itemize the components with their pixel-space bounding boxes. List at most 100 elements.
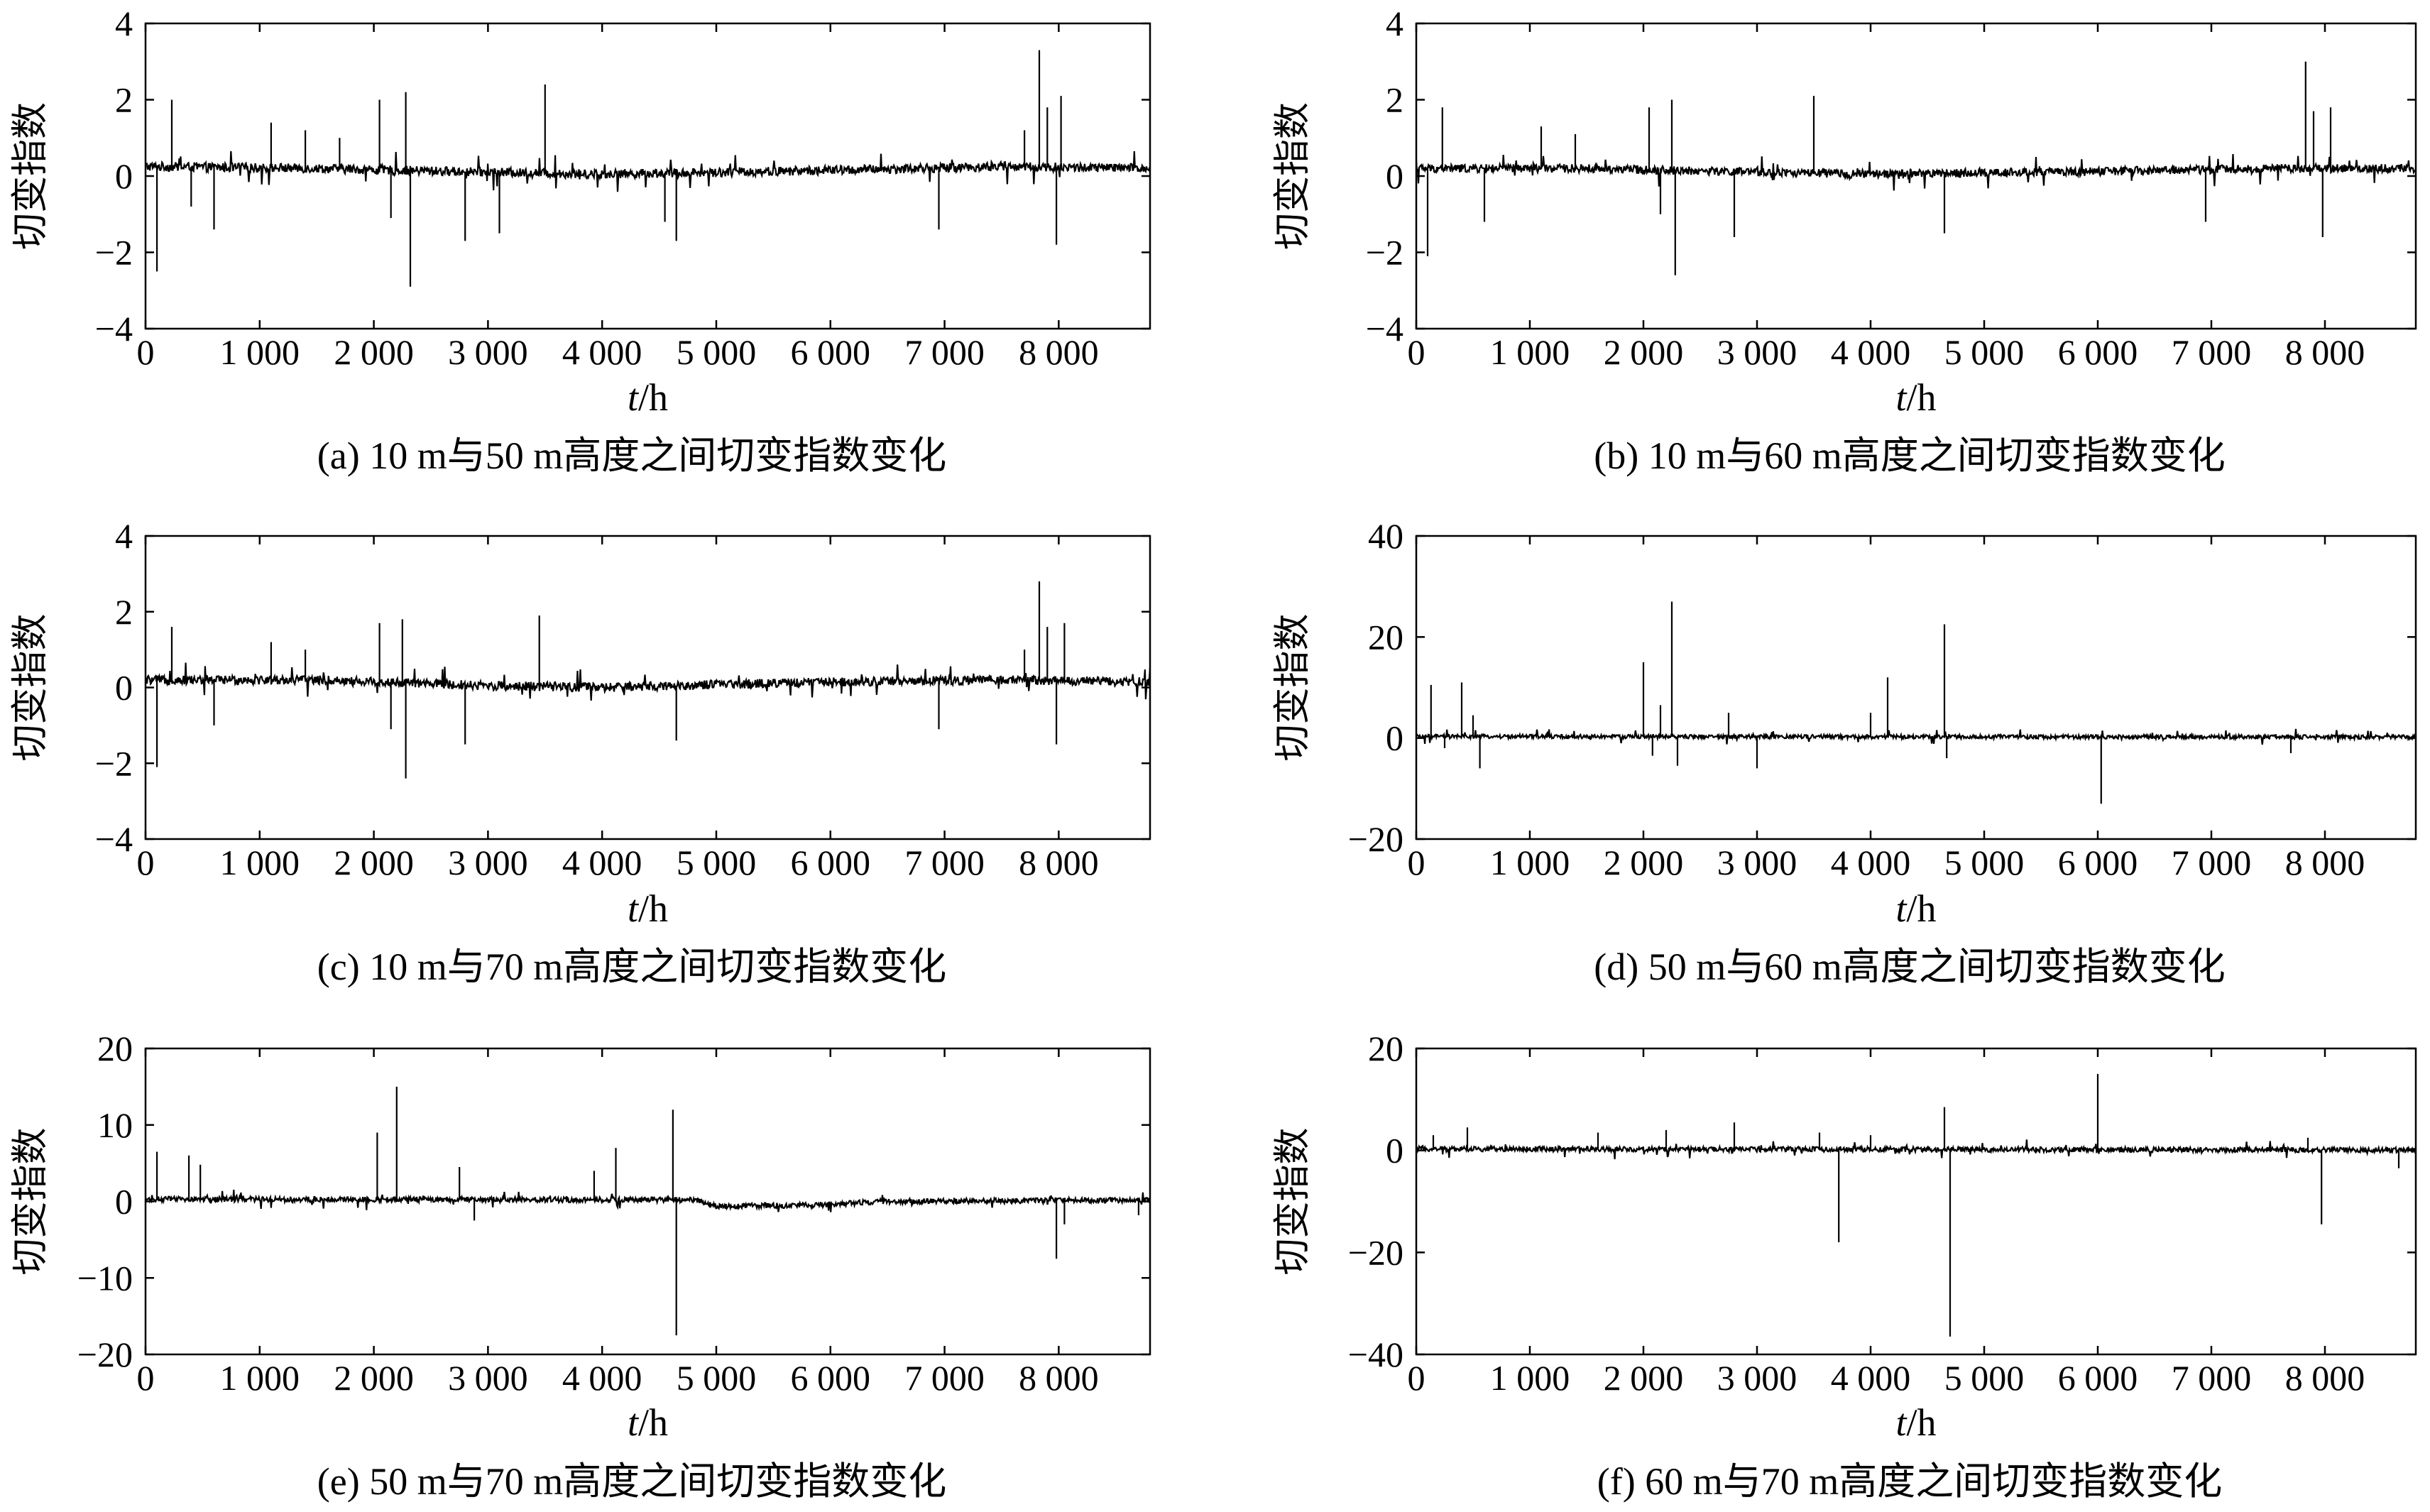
x-tick-label: 8 000 <box>2285 332 2365 372</box>
x-tick-label: 3 000 <box>1717 843 1797 882</box>
panel-caption: (f) 60 m与70 m高度之间切变指数变化 <box>1597 1460 2222 1503</box>
y-tick-label: −2 <box>1366 233 1403 273</box>
y-tick-label: −2 <box>95 233 133 273</box>
x-tick-label: 0 <box>1408 843 1425 882</box>
axes-frame <box>1415 1047 2417 1356</box>
y-tick-label: 4 <box>1386 4 1403 43</box>
x-tick-label: 7 000 <box>2172 843 2252 882</box>
y-tick-label: 0 <box>1386 156 1403 196</box>
x-tick-label: 2 000 <box>334 843 414 882</box>
x-tick-label: 1 000 <box>1490 1358 1570 1398</box>
y-axis-label: 切变指数 <box>1273 613 1313 761</box>
x-tick-label: 5 000 <box>1944 1358 2025 1398</box>
y-tick-label: 4 <box>115 4 133 43</box>
y-tick-label: 0 <box>115 1182 133 1222</box>
y-tick-label: −10 <box>77 1258 133 1298</box>
y-axis-label: 切变指数 <box>11 613 51 761</box>
x-tick-label: 4 000 <box>562 1358 642 1398</box>
x-tick-label: 7 000 <box>2172 332 2252 372</box>
x-tick-label: 6 000 <box>791 1358 871 1398</box>
y-axis-label: 切变指数 <box>11 102 51 250</box>
x-tick-label: 6 000 <box>791 843 871 882</box>
x-tick-label: 4 000 <box>562 332 642 372</box>
series-line <box>1416 1073 2416 1337</box>
x-tick-label: 8 000 <box>1019 1358 1099 1398</box>
x-tick-label: 4 000 <box>1831 1358 1911 1398</box>
y-tick-label: 2 <box>115 592 133 632</box>
x-tick-label: 5 000 <box>677 1358 757 1398</box>
x-tick-label: 1 000 <box>220 332 300 372</box>
x-tick-label: 7 000 <box>904 332 985 372</box>
axes-frame <box>1415 535 2417 840</box>
x-tick-label: 6 000 <box>791 332 871 372</box>
y-tick-label: −4 <box>95 309 133 349</box>
x-tick-label: 0 <box>137 843 155 882</box>
x-tick-label: 2 000 <box>1604 843 1684 882</box>
x-tick-label: 5 000 <box>677 843 757 882</box>
x-axis-label: t/h <box>628 1401 668 1444</box>
x-tick-label: 3 000 <box>1717 332 1797 372</box>
series-line <box>1416 61 2416 275</box>
series-line <box>146 1086 1150 1336</box>
x-tick-label: 3 000 <box>1717 1358 1797 1398</box>
x-tick-label: 4 000 <box>1831 843 1911 882</box>
y-tick-label: 20 <box>1368 1029 1403 1068</box>
axes-frame <box>144 22 1151 330</box>
y-axis-label: 切变指数 <box>1273 102 1313 250</box>
y-tick-label: 20 <box>1368 617 1403 657</box>
y-tick-label: −20 <box>1348 819 1403 859</box>
x-tick-label: 0 <box>137 1358 155 1398</box>
x-tick-label: 8 000 <box>2285 843 2365 882</box>
y-tick-label: −4 <box>95 819 133 859</box>
chart-panel-e: 0 1 000 2 000 3 000 4 000 5 000 6 000 7 000 8 00… <box>11 1029 1151 1503</box>
y-tick-label: −40 <box>1348 1335 1403 1374</box>
x-tick-label: 5 000 <box>1944 332 2025 372</box>
y-tick-label: 0 <box>1386 718 1403 758</box>
chart-panel-a: 0 1 000 2 000 3 000 4 000 5 000 6 000 7 000 8 00… <box>11 4 1151 477</box>
x-tick-label: 3 000 <box>448 332 528 372</box>
x-tick-label: 2 000 <box>334 332 414 372</box>
x-tick-label: 4 000 <box>1831 332 1911 372</box>
panel-caption: (d) 50 m与60 m高度之间切变指数变化 <box>1594 946 2225 988</box>
y-axis-label: 切变指数 <box>11 1127 51 1275</box>
y-tick-label: 0 <box>115 156 133 196</box>
y-tick-label: −20 <box>77 1335 133 1374</box>
x-tick-label: 0 <box>1408 1358 1425 1398</box>
x-tick-label: 0 <box>137 332 155 372</box>
x-tick-label: 3 000 <box>448 843 528 882</box>
x-tick-label: 2 000 <box>1604 1358 1684 1398</box>
x-tick-label: 8 000 <box>1019 843 1099 882</box>
x-axis-label: t/h <box>1895 376 1936 419</box>
x-axis-label: t/h <box>628 376 668 419</box>
x-tick-label: 1 000 <box>220 1358 300 1398</box>
y-tick-label: −4 <box>1366 309 1403 349</box>
x-tick-label: 5 000 <box>1944 843 2025 882</box>
chart-panel-c: 0 1 000 2 000 3 000 4 000 5 000 6 000 7 000 8 00… <box>11 516 1151 988</box>
x-tick-label: 1 000 <box>1490 843 1570 882</box>
x-tick-label: 7 000 <box>904 843 985 882</box>
chart-panel-b: 0 1 000 2 000 3 000 4 000 5 000 6 000 7 000 8 00… <box>1273 4 2417 477</box>
y-tick-label: −20 <box>1348 1232 1403 1272</box>
panel-caption: (b) 10 m与60 m高度之间切变指数变化 <box>1594 434 2225 477</box>
y-axis-label: 切变指数 <box>1273 1127 1313 1275</box>
x-tick-label: 1 000 <box>220 843 300 882</box>
x-tick-label: 1 000 <box>1490 332 1570 372</box>
x-tick-label: 7 000 <box>2172 1358 2252 1398</box>
chart-panel-f: 0 1 000 2 000 3 000 4 000 5 000 6 000 7 000 8 00… <box>1273 1029 2417 1503</box>
x-tick-label: 8 000 <box>1019 332 1099 372</box>
x-axis-label: t/h <box>1895 887 1936 930</box>
panel-caption: (c) 10 m与70 m高度之间切变指数变化 <box>317 946 946 988</box>
y-tick-label: 4 <box>115 516 133 556</box>
y-tick-label: 40 <box>1368 516 1403 556</box>
x-axis-label: t/h <box>628 887 668 930</box>
x-tick-label: 7 000 <box>904 1358 985 1398</box>
x-tick-label: 4 000 <box>562 843 642 882</box>
x-tick-label: 2 000 <box>334 1358 414 1398</box>
x-tick-label: 8 000 <box>2285 1358 2365 1398</box>
series-line <box>146 50 1150 287</box>
x-tick-label: 5 000 <box>677 332 757 372</box>
y-tick-label: −2 <box>95 743 133 783</box>
series-line <box>146 581 1150 779</box>
x-tick-label: 6 000 <box>2058 1358 2138 1398</box>
